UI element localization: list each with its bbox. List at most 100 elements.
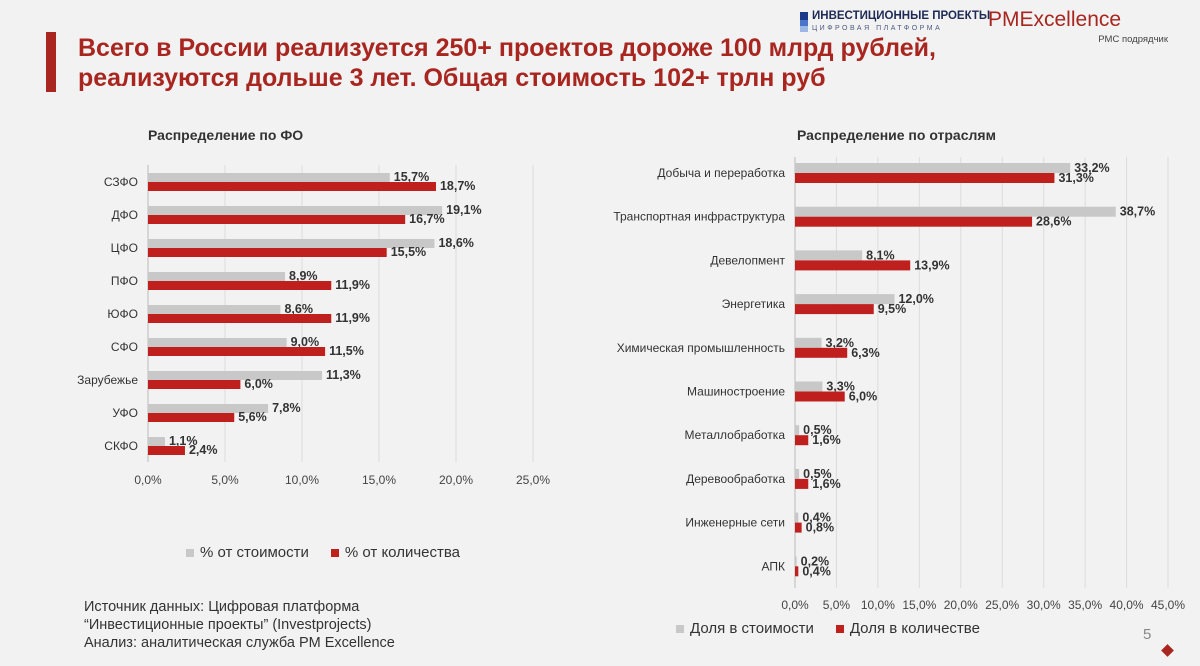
pmexcellence-logo: PMExcellence PMC подрядчик — [988, 8, 1178, 48]
fo-tick-label: 20,0% — [439, 473, 473, 487]
fo-data-label-cost: 8,6% — [284, 302, 313, 316]
legend-label-cost: % от стоимости — [200, 544, 309, 561]
industry-tick-label: 20,0% — [944, 598, 978, 612]
fo-bar-cost — [148, 437, 165, 446]
chart-industry-legend: Доля в стоимости Доля в количестве — [676, 620, 1002, 637]
pmexcellence-logo-subtitle: PMC подрядчик — [1098, 34, 1168, 45]
investprojects-logo: ИНВЕСТИЦИОННЫЕ ПРОЕКТЫ ЦИФРОВАЯ ПЛАТФОРМ… — [800, 10, 990, 40]
industry-bar-count — [795, 435, 809, 446]
fo-data-label-count: 11,5% — [329, 344, 364, 358]
source-note: Источник данных: Цифровая платформа “Инв… — [84, 598, 395, 652]
industry-bar-count — [795, 522, 802, 533]
source-line-3: Анализ: аналитическая служба PM Excellen… — [84, 635, 395, 651]
investprojects-logo-title: ИНВЕСТИЦИОННЫЕ ПРОЕКТЫ — [812, 10, 991, 22]
industry-tick-label: 30,0% — [1027, 598, 1061, 612]
legend-swatch-red — [330, 548, 339, 557]
fo-tick-label: 15,0% — [362, 473, 396, 487]
fo-category-label: ПФО — [111, 274, 138, 288]
fo-tick-label: 25,0% — [516, 473, 550, 487]
fo-bar-cost — [148, 239, 435, 248]
industry-data-label-cost: 38,7% — [1120, 205, 1155, 219]
industry-category-label: Девелопмент — [710, 253, 785, 267]
title-line-1: Всего в России реализуется 250+ проектов… — [78, 34, 936, 62]
legend-swatch-gray — [676, 624, 684, 633]
chart-fo-legend: % от стоимости % от количества — [186, 544, 482, 561]
chart-fo-title: Распределение по ФО — [148, 127, 304, 143]
fo-data-label-count: 11,9% — [335, 278, 370, 292]
fo-data-label-count: 6,0% — [244, 377, 273, 391]
fo-data-label-count: 5,6% — [238, 410, 266, 424]
chart-industry-title: Распределение по отраслям — [797, 127, 996, 143]
industry-tick-label: 10,0% — [861, 598, 895, 612]
fo-data-label-count: 16,7% — [409, 212, 444, 226]
industry-tick-label: 0,0% — [781, 598, 809, 612]
industry-data-label-count: 1,6% — [812, 477, 841, 491]
legend-label-share-cost: Доля в стоимости — [690, 620, 814, 637]
fo-bar-count — [148, 380, 241, 389]
industry-data-label-count: 9,5% — [878, 302, 907, 316]
title-line-2: реализуются дольше 3 лет. Общая стоимост… — [78, 64, 826, 92]
industry-tick-label: 40,0% — [1110, 598, 1144, 612]
industry-bar-count — [795, 173, 1055, 183]
industry-bar-count — [795, 216, 1033, 227]
fo-tick-label: 0,0% — [134, 473, 162, 487]
fo-bar-count — [148, 446, 185, 455]
fo-bar-cost — [148, 371, 323, 380]
industry-data-label-count: 6,0% — [849, 390, 878, 404]
legend-item-share-cost: Доля в стоимости — [676, 620, 814, 637]
industry-data-label-count: 31,3% — [1058, 171, 1093, 185]
industry-bar-cost — [795, 425, 800, 436]
industry-data-label-cost: 0,2% — [801, 554, 830, 568]
industry-bar-cost — [795, 206, 1116, 217]
industry-data-label-count: 1,6% — [812, 433, 841, 447]
industry-category-label: Добыча и переработка — [657, 166, 785, 180]
industry-bar-count — [795, 391, 845, 402]
industry-data-label-count: 13,9% — [914, 258, 949, 272]
fo-data-label-cost: 19,1% — [446, 203, 481, 217]
industry-tick-label: 25,0% — [985, 598, 1019, 612]
industry-data-label-cost: 3,2% — [826, 336, 855, 350]
industry-category-label: Деревообработка — [686, 472, 785, 486]
legend-item-cost: % от стоимости — [186, 544, 309, 561]
industry-category-label: Металлобработка — [685, 428, 786, 442]
industry-data-label-cost: 3,3% — [826, 380, 855, 394]
fo-data-label-cost: 1,1% — [169, 434, 198, 448]
fo-bar-cost — [148, 404, 269, 413]
industry-data-label-cost: 0,5% — [803, 467, 832, 481]
industry-data-label-cost: 33,2% — [1074, 161, 1109, 175]
fo-bar-count — [148, 215, 406, 224]
fo-data-label-count: 11,9% — [335, 311, 370, 325]
industry-bar-cost — [795, 556, 797, 567]
industry-bar-cost — [795, 294, 895, 305]
fo-category-label: ЦФО — [111, 241, 138, 255]
industry-bar-cost — [795, 381, 823, 392]
fo-category-label: ЮФО — [107, 307, 138, 321]
industry-data-label-cost: 12,0% — [898, 292, 933, 306]
page-title: Всего в России реализуется 250+ проектов… — [78, 33, 958, 93]
legend-swatch-gray — [186, 548, 194, 557]
fo-bar-count — [148, 281, 332, 290]
fo-data-label-count: 2,4% — [189, 443, 218, 457]
fo-bar-cost — [148, 305, 281, 314]
fo-data-label-count: 15,5% — [391, 245, 426, 259]
fo-category-label: СЗФО — [104, 175, 138, 189]
fo-tick-label: 5,0% — [211, 473, 239, 487]
source-line-2: “Инвестиционные проекты” (Investprojects… — [84, 617, 372, 633]
industry-data-label-cost: 0,4% — [802, 511, 831, 525]
fo-data-label-cost: 9,0% — [291, 335, 320, 349]
industry-data-label-count: 6,3% — [851, 346, 880, 360]
industry-bar-cost — [795, 337, 822, 348]
industry-tick-label: 5,0% — [823, 598, 851, 612]
fo-category-label: Зарубежье — [77, 373, 138, 387]
fo-data-label-cost: 18,6% — [438, 236, 473, 250]
industry-bar-cost — [795, 250, 863, 261]
industry-tick-label: 15,0% — [902, 598, 936, 612]
fo-data-label-cost: 8,9% — [289, 269, 318, 283]
industry-bar-count — [795, 304, 874, 315]
fo-category-label: СФО — [111, 340, 138, 354]
industry-data-label-cost: 8,1% — [866, 248, 895, 262]
industry-bar-cost — [795, 163, 1071, 173]
fo-bar-count — [148, 413, 235, 422]
legend-label-share-count: Доля в количестве — [849, 620, 980, 637]
